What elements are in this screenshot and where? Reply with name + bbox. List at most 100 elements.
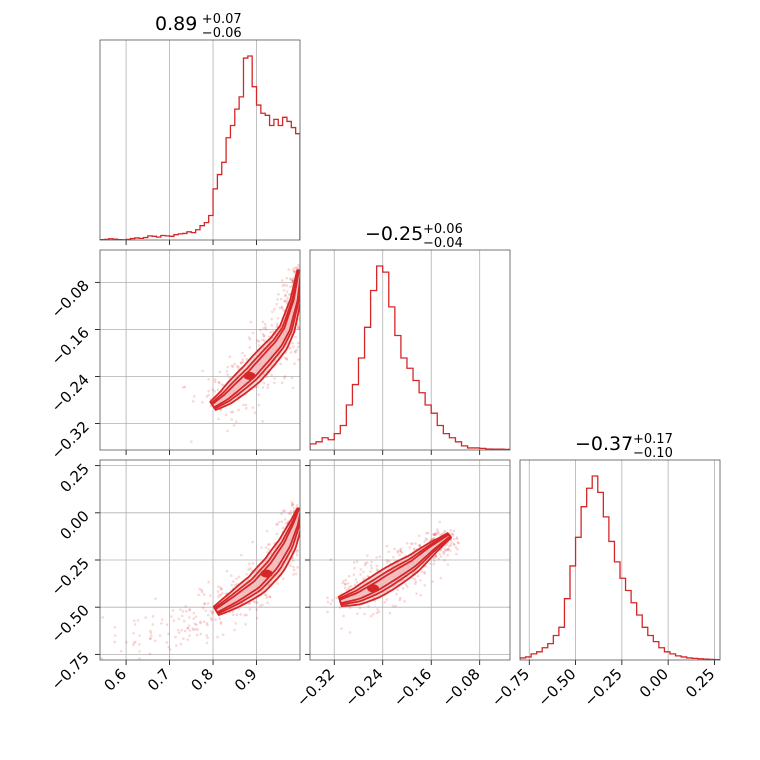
sample-point <box>330 599 334 602</box>
sample-point <box>434 555 438 558</box>
sample-point <box>300 510 303 513</box>
sample-point <box>434 532 438 536</box>
sample-point <box>343 582 347 586</box>
sample-point <box>233 583 237 587</box>
sample-point <box>366 574 369 578</box>
sample-point <box>411 576 414 580</box>
sample-point <box>297 263 300 267</box>
sample-point <box>179 608 182 611</box>
marks-scatter-p1-p2 <box>182 263 314 443</box>
sample-point <box>275 302 279 306</box>
sample-point <box>245 613 248 617</box>
marks-scatter-p1-p3 <box>100 501 307 660</box>
title-lower-error: −0.06 <box>202 26 242 41</box>
sample-point <box>369 564 373 567</box>
sample-point <box>447 547 450 551</box>
sample-point <box>305 297 308 300</box>
sample-point <box>301 296 304 299</box>
sample-point <box>138 657 141 660</box>
sample-point <box>149 631 153 635</box>
sample-point <box>301 304 304 307</box>
sample-point <box>442 552 446 556</box>
sample-point <box>195 633 199 637</box>
sample-point <box>438 520 442 524</box>
sample-point <box>237 365 240 368</box>
panel-scatter-p1-p3: 0.6 0.7 0.8 0.9 −0.75−0.50−0.25 0.00 0.25 <box>48 459 307 695</box>
sample-point <box>436 528 439 531</box>
sample-point <box>264 328 268 331</box>
sample-point <box>188 629 192 632</box>
sample-point <box>386 561 389 564</box>
sample-point <box>303 515 306 518</box>
sample-point <box>256 339 259 342</box>
sample-point <box>202 593 206 596</box>
sample-point <box>302 330 305 333</box>
sample-point <box>355 580 359 584</box>
sample-point <box>206 602 210 605</box>
sample-point <box>255 616 259 620</box>
sample-point <box>326 610 329 614</box>
sample-point <box>262 334 266 338</box>
sample-point <box>446 547 450 551</box>
sample-point <box>435 531 438 535</box>
sample-point <box>281 284 285 287</box>
sample-point <box>441 532 445 535</box>
sample-point <box>228 376 231 380</box>
sample-point <box>220 588 223 591</box>
sample-point <box>289 346 292 350</box>
sample-point <box>293 350 297 353</box>
sample-point <box>132 643 135 647</box>
sample-point <box>288 277 292 280</box>
sample-point <box>306 341 309 344</box>
x-tick-label: −0.50 <box>534 665 579 710</box>
sample-point <box>231 410 235 414</box>
sample-point <box>348 631 352 634</box>
sample-point <box>285 300 288 304</box>
sample-point <box>385 559 389 562</box>
sample-point <box>423 584 427 587</box>
sample-point <box>257 403 261 407</box>
sample-point <box>418 544 422 548</box>
sample-point <box>362 577 366 580</box>
sample-point <box>237 408 240 412</box>
sample-point <box>326 600 330 604</box>
sample-point <box>253 411 257 415</box>
sample-point <box>197 593 200 597</box>
sample-point <box>297 327 300 330</box>
sample-point <box>305 292 308 295</box>
sample-point <box>301 504 304 507</box>
sample-point <box>304 302 307 305</box>
sample-point <box>375 556 378 559</box>
sample-point <box>207 580 210 584</box>
sample-point <box>418 543 421 547</box>
sample-point <box>266 383 270 386</box>
sample-point <box>296 325 300 328</box>
x-tick-label: −0.24 <box>341 665 386 710</box>
title-median: −0.37 <box>575 433 633 455</box>
sample-point <box>396 588 399 592</box>
marks-hist-p1 <box>100 55 300 240</box>
sample-point <box>367 605 370 608</box>
sample-point <box>265 375 269 379</box>
sample-point <box>371 612 375 616</box>
sample-point <box>280 305 284 309</box>
sample-point <box>188 607 192 611</box>
sample-point <box>177 631 181 634</box>
sample-point <box>291 502 295 506</box>
sample-point <box>181 610 185 613</box>
sample-point <box>420 570 424 574</box>
sample-point <box>216 388 220 391</box>
sample-point <box>196 628 200 631</box>
sample-point <box>119 649 123 653</box>
sample-point <box>263 339 266 343</box>
sample-point <box>209 594 212 597</box>
sample-point <box>153 639 157 643</box>
sample-point <box>265 593 268 597</box>
y-tick-label: 0.00 <box>56 507 92 543</box>
sample-point <box>113 634 117 637</box>
sample-point <box>391 604 395 608</box>
title-upper-error: +0.06 <box>423 222 463 237</box>
sample-point <box>304 520 307 523</box>
sample-point <box>311 321 314 324</box>
